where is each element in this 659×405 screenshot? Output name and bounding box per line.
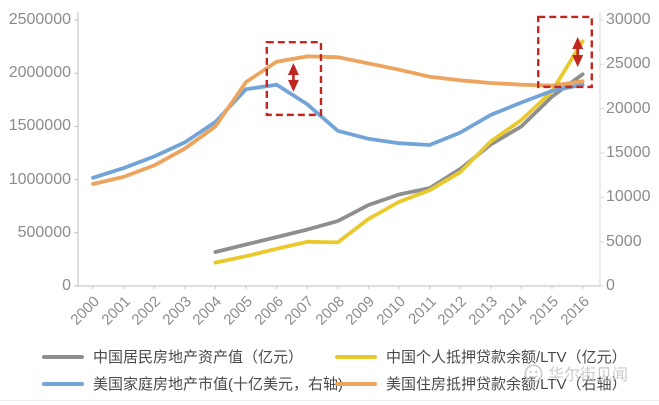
annotation-box-1 <box>265 40 323 117</box>
left-axis-tick-label: 0 <box>62 277 71 294</box>
left-axis-tick-label: 500000 <box>17 223 71 241</box>
left-axis-tick-label: 2000000 <box>8 64 71 82</box>
right-axis-tick-label: 25000 <box>606 55 651 73</box>
series-line-us-re-value <box>91 82 585 180</box>
right-axis-tick-label: 30000 <box>606 11 651 28</box>
right-axis-tick-label: 15000 <box>606 144 651 161</box>
series-line-us-mortgage-ltv <box>91 54 585 186</box>
left-axis-tick-label: 1500000 <box>8 117 71 135</box>
legend-item-china-mortgage-ltv: 中国个人抵押贷款余额/LTV（亿元） <box>335 346 653 367</box>
annotation-box-2 <box>537 15 593 89</box>
legend-item-us-re-value: 美国家庭房地产市值(十亿美元，右轴) <box>42 373 343 394</box>
right-axis-tick-label: 10000 <box>606 188 651 206</box>
legend-swatch-yellow <box>335 354 377 359</box>
legend: 中国居民房地产资产值（亿元） 中国个人抵押贷款余额/LTV（亿元） 美国家庭房地… <box>42 343 653 397</box>
legend-item-china-re-value: 中国居民房地产资产值（亿元） <box>42 346 335 367</box>
bottom-edge-divider <box>0 400 659 401</box>
legend-swatch-gray <box>42 354 84 359</box>
right-axis-tick-label: 5000 <box>606 232 642 250</box>
annotation-arrow-1 <box>287 63 299 92</box>
annotation-arrow-2 <box>572 37 584 67</box>
left-axis-tick-label: 1000000 <box>8 170 71 188</box>
legend-label: 美国家庭房地产市值(十亿美元，右轴) <box>93 376 343 393</box>
series-line-china-re-value <box>213 72 585 254</box>
series-line-china-mortgage-ltv <box>213 39 585 265</box>
right-axis-tick-label: 20000 <box>606 99 651 117</box>
legend-swatch-blue <box>42 381 84 386</box>
legend-label: 中国居民房地产资产值（亿元） <box>93 349 304 366</box>
legend-item-us-mortgage-ltv: 美国住房抵押贷款余额/LTV（右轴） <box>335 373 653 394</box>
left-axis-tick-label: 2500000 <box>8 11 71 28</box>
right-axis-tick-label: 0 <box>606 277 615 294</box>
legend-label: 美国住房抵押贷款余额/LTV（右轴） <box>386 376 627 393</box>
legend-label: 中国个人抵押贷款余额/LTV（亿元） <box>386 349 627 366</box>
legend-swatch-orange <box>335 381 377 386</box>
chart-canvas <box>74 12 604 289</box>
